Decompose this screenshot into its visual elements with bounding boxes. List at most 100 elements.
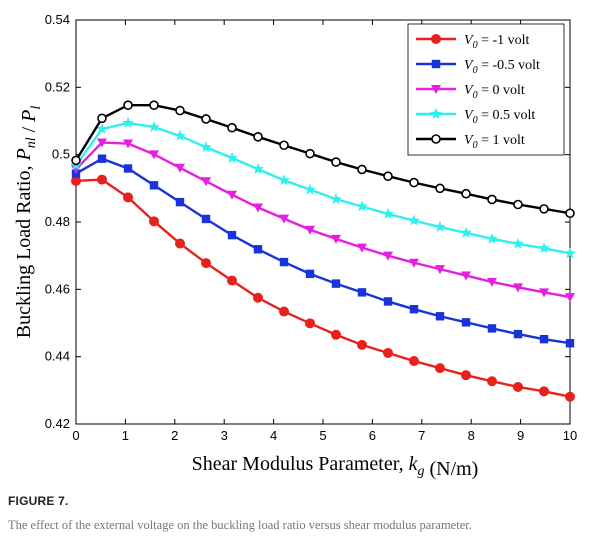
legend-marker [430,108,442,119]
data-point [330,234,341,244]
legend-label: V0 = -0.5 volt [464,58,540,76]
data-point [357,288,367,297]
data-point [331,279,341,288]
data-point [201,214,211,224]
series-2 [71,154,575,348]
data-point [97,154,107,163]
data-point [227,230,237,240]
data-point [356,200,368,212]
data-point [96,174,107,185]
data-point [513,329,523,339]
x-tick-label: 0 [72,428,79,443]
data-point [200,141,212,153]
y-tick-label: 0.5 [52,147,70,162]
data-point [434,265,445,275]
series-line [75,141,571,299]
data-point [538,242,550,254]
data-point [305,269,315,279]
line-chart: 0 1 2 3 4 5 6 7 8 9 10 0.42 0.44 0.46 0.48 0.5 0.52 0.54 S… [13,12,577,480]
data-point [460,226,472,238]
data-point [174,129,186,141]
y-tick-label: 0.54 [45,12,70,27]
chart-area: 0 1 2 3 4 5 6 7 8 9 10 0.42 0.44 0.46 0.48 0.5 0.52 0.54 S… [13,12,577,480]
y-tick-label: 0.48 [45,214,70,229]
x-tick-label: 4 [270,428,277,443]
data-point [252,292,263,303]
x-tick-label: 8 [468,428,475,443]
data-point [487,324,497,333]
data-point [123,164,133,173]
legend-marker [431,34,441,44]
data-point [174,163,185,173]
data-point [149,181,159,190]
legend-marker [431,59,441,69]
data-point [305,225,316,235]
data-point [564,247,576,259]
y-tick-label: 0.46 [45,281,70,296]
data-point [383,251,394,261]
data-point [383,297,393,306]
data-point [331,157,341,167]
data-point [330,329,341,340]
data-point [409,304,419,314]
data-point [201,177,212,187]
data-point [539,386,550,397]
data-point [408,356,419,367]
series-3 [71,138,575,303]
series-1 [71,174,575,402]
data-point [461,188,471,199]
legend: V0 = -1 volt V0 = -0.5 volt V0 = 0 volt V0 … [407,23,565,156]
data-point [227,190,238,200]
data-point [486,376,497,387]
data-point [123,100,133,110]
legend-label: V0 = 0.5 volt [464,108,535,126]
legend-label: V0 = 0 volt [464,83,525,101]
data-point [357,164,367,175]
data-point [175,105,185,116]
y-tick-label: 0.44 [45,349,70,364]
data-point [279,214,290,224]
x-tick-label: 3 [221,428,228,443]
data-point [408,258,419,268]
data-point [123,192,134,203]
data-point [461,318,471,327]
series-4 [70,117,576,259]
data-point [512,381,523,392]
data-point [305,318,316,329]
data-point [149,100,159,110]
data-point [383,171,393,182]
data-point [96,138,107,148]
x-tick-label: 1 [122,428,129,443]
legend-label: V0 = -1 volt [464,33,530,51]
figure-caption: The effect of the external voltage on th… [8,518,472,532]
series-line [75,178,571,398]
data-point [253,245,263,254]
figure-label: FIGURE 7. [8,494,69,508]
data-point [565,339,575,348]
y-tick-label: 0.42 [45,416,70,431]
series-5 [71,100,575,219]
data-point [434,363,445,374]
x-tick-label: 6 [369,428,376,443]
legend-label: V0 = 1 volt [464,133,525,151]
data-point [305,148,315,159]
data-point [461,370,472,381]
data-point [123,139,134,149]
data-point [201,114,211,124]
data-point [539,334,549,344]
data-point [226,152,238,163]
data-point [565,293,575,303]
data-point [565,208,575,219]
legend-marker [431,134,441,144]
data-point [539,204,549,214]
data-point [278,174,290,186]
data-point [434,221,446,232]
x-tick-label: 2 [171,428,178,443]
data-point [175,197,185,207]
data-point [148,121,160,132]
data-point [356,243,367,253]
data-point [227,122,237,133]
data-point [486,232,498,244]
data-point [252,203,263,213]
data-point [71,175,81,186]
